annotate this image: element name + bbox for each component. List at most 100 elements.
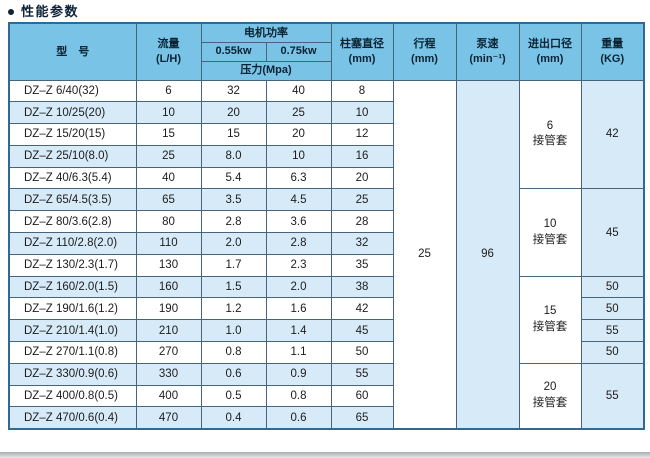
cell-plunger-diameter: 8 [330, 79, 394, 103]
cell-stroke-merged: 25 [392, 79, 457, 430]
cell-pressure-075kw: 0.6 [265, 406, 332, 430]
page-edge-shadow [0, 452, 650, 458]
cell-plunger-diameter: 45 [330, 319, 394, 343]
cell-pressure-055kw: 5.4 [200, 166, 267, 190]
cell-pressure-055kw: 0.8 [200, 341, 267, 364]
table-row: DZ–Z 190/1.6(1.2) 190 1.2 1.6 42 50 [8, 297, 645, 321]
port-fitting-label: 接管套 [532, 135, 568, 148]
port-fitting-label: 接管套 [532, 320, 568, 333]
port-size: 10 [543, 218, 557, 231]
cell-pressure-075kw: 1.1 [265, 341, 332, 364]
cell-pressure-075kw: 3.6 [265, 210, 332, 234]
cell-pressure-055kw: 0.5 [200, 384, 267, 408]
port-fitting-label: 接管套 [532, 396, 568, 409]
col-header-stroke: 行程 (mm) [392, 22, 457, 81]
col-header-speed-line1: 泵速 [476, 38, 499, 51]
col-header-weight: 重量 (KG) [580, 22, 645, 81]
port-fitting-label: 接管套 [532, 233, 568, 246]
cell-pressure-075kw: 6.3 [265, 166, 332, 190]
cell-model: DZ–Z 40/6.3(5.4) [8, 166, 137, 190]
col-header-pressure: 压力(Mpa) [200, 60, 332, 81]
col-header-flow-line2: (L/H) [155, 52, 182, 65]
cell-plunger-diameter: 32 [330, 232, 394, 255]
cell-pressure-055kw: 2.8 [200, 210, 267, 234]
cell-port-merged: 20 接管套 [518, 362, 582, 430]
cell-plunger-diameter: 60 [330, 384, 394, 408]
cell-flow: 270 [135, 341, 202, 364]
cell-port-merged: 10 接管套 [518, 188, 582, 277]
table-row: DZ–Z 470/0.6(0.4) 470 0.4 0.6 65 [8, 406, 644, 430]
cell-plunger-diameter: 38 [330, 275, 394, 299]
cell-pressure-055kw: 0.6 [200, 362, 267, 386]
section-title-text: 性能参数 [21, 4, 80, 19]
port-size: 15 [543, 305, 557, 318]
cell-pressure-075kw: 2.0 [265, 275, 332, 299]
col-header-plunger-diameter: 柱塞直径 (mm) [330, 22, 394, 81]
spec-table-body: DZ–Z 6/40(32) 6 32 40 8 25 96 6 接管套 42 DZ–Z 10/25(… [8, 79, 645, 430]
col-header-weight-line1: 重量 [601, 38, 624, 51]
port-size: 6 [546, 119, 554, 132]
cell-flow: 160 [135, 275, 202, 299]
col-header-flow: 流量 (L/H) [135, 22, 202, 81]
cell-plunger-diameter: 10 [330, 101, 394, 125]
cell-pressure-055kw: 1.2 [200, 297, 267, 321]
cell-model: DZ–Z 400/0.8(0.5) [8, 384, 137, 408]
cell-pressure-075kw: 20 [265, 123, 332, 146]
col-header-plunger-line2: (mm) [348, 52, 376, 65]
table-row: DZ–Z 110/2.8(2.0) 110 2.0 2.8 32 [8, 232, 644, 255]
cell-plunger-diameter: 42 [330, 297, 394, 321]
table-row: DZ–Z 330/0.9(0.6) 330 0.6 0.9 55 20 接管套 55 [8, 362, 645, 430]
cell-pressure-075kw: 1.6 [265, 297, 332, 321]
cell-model: DZ–Z 80/3.6(2.8) [8, 210, 137, 234]
cell-model: DZ–Z 25/10(8.0) [8, 144, 137, 168]
cell-weight: 45 [580, 188, 645, 277]
cell-model: DZ–Z 470/0.6(0.4) [8, 406, 137, 430]
cell-pressure-075kw: 1.4 [265, 319, 332, 343]
cell-model: DZ–Z 330/0.9(0.6) [8, 362, 137, 386]
cell-pressure-075kw: 0.8 [265, 384, 332, 408]
table-row: DZ–Z 40/6.3(5.4) 40 5.4 6.3 20 [8, 166, 644, 190]
cell-model: DZ–Z 160/2.0(1.5) [8, 275, 137, 299]
col-header-port-diameter: 进出口径 (mm) [518, 22, 582, 81]
cell-plunger-diameter: 35 [330, 253, 394, 277]
cell-weight: 50 [580, 341, 645, 364]
cell-pressure-075kw: 10 [265, 144, 332, 168]
header-row-2: 0.55kw 0.75kw [9, 41, 644, 62]
table-row: DZ–Z 270/1.1(0.8) 270 0.8 1.1 50 50 [8, 341, 645, 364]
cell-flow: 80 [135, 210, 202, 234]
cell-plunger-diameter: 65 [330, 406, 394, 430]
col-header-pump-speed: 泵速 (min⁻¹) [455, 22, 520, 81]
cell-model: DZ–Z 210/1.4(1.0) [8, 319, 137, 343]
cell-plunger-diameter: 25 [330, 188, 394, 212]
cell-plunger-diameter: 55 [330, 362, 394, 386]
section-title: 性能参数 [8, 5, 650, 19]
cell-model: DZ–Z 6/40(32) [8, 79, 137, 103]
col-header-075kw: 0.75kw [265, 41, 332, 62]
col-header-speed-line2: (min⁻¹) [469, 52, 506, 65]
cell-flow: 25 [135, 144, 202, 168]
cell-pressure-055kw: 15 [200, 123, 267, 146]
header-row-3: 压力(Mpa) [9, 60, 644, 81]
cell-plunger-diameter: 28 [330, 210, 394, 234]
cell-pressure-055kw: 8.0 [200, 144, 267, 168]
header-row-1: 型 号 流量 (L/H) 电机功率 柱塞直径 (mm) 行程 (mm) 泵速 (… [8, 22, 645, 81]
spec-table: 型 号 流量 (L/H) 电机功率 柱塞直径 (mm) 行程 (mm) 泵速 (… [8, 22, 645, 430]
cell-pressure-055kw: 1.5 [200, 275, 267, 299]
col-header-motor-power: 电机功率 [200, 22, 332, 43]
cell-model: DZ–Z 65/4.5(3.5) [8, 188, 137, 212]
cell-port-merged: 6 接管套 [518, 79, 582, 190]
table-row: DZ–Z 15/20(15) 15 15 20 12 [8, 123, 644, 146]
cell-flow: 10 [135, 101, 202, 125]
cell-plunger-diameter: 12 [330, 123, 394, 146]
cell-plunger-diameter: 20 [330, 166, 394, 190]
col-header-stroke-line2: (mm) [411, 52, 438, 65]
cell-pressure-055kw: 2.0 [200, 232, 267, 255]
cell-pressure-055kw: 32 [200, 79, 267, 103]
cell-flow: 210 [135, 319, 202, 343]
cell-pressure-055kw: 3.5 [200, 188, 267, 212]
cell-model: DZ–Z 270/1.1(0.8) [8, 341, 137, 364]
table-row: DZ–Z 210/1.4(1.0) 210 1.0 1.4 45 55 [8, 319, 645, 343]
cell-flow: 190 [135, 297, 202, 321]
cell-plunger-diameter: 50 [330, 341, 394, 364]
